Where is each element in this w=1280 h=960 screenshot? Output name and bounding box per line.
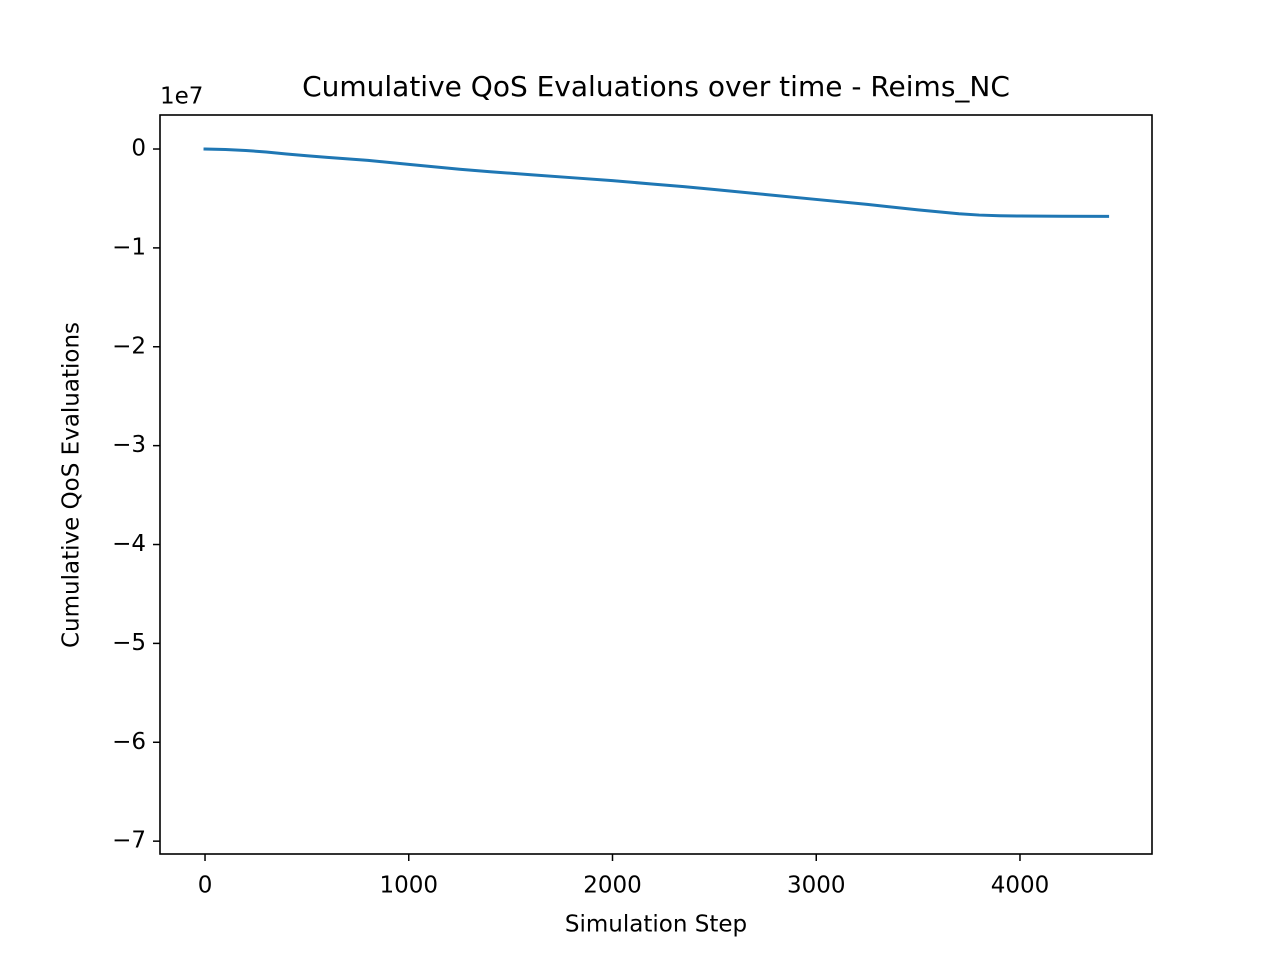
- y-axis-label: Cumulative QoS Evaluations: [59, 322, 85, 648]
- x-axis-label: Simulation Step: [565, 912, 747, 938]
- x-tick-label: 1000: [379, 873, 438, 899]
- x-tick-label: 2000: [583, 873, 642, 899]
- x-tick-label: 0: [198, 873, 213, 899]
- y-offset-text: 1e7: [160, 84, 203, 110]
- y-tick-label: −7: [112, 828, 146, 854]
- x-tick-label: 4000: [991, 873, 1050, 899]
- chart-title: Cumulative QoS Evaluations over time - R…: [302, 70, 1010, 103]
- y-tick-label: −3: [112, 432, 146, 458]
- y-tick-label: −5: [112, 630, 146, 656]
- data-line: [203, 147, 1110, 218]
- y-tick-label: 0: [131, 136, 146, 162]
- y-tick-label: −4: [112, 531, 146, 557]
- y-tick-label: −2: [112, 333, 146, 359]
- y-tick-label: −6: [112, 729, 146, 755]
- plot-frame: [159, 114, 1153, 855]
- x-tick-label: 3000: [787, 873, 846, 899]
- y-tick-label: −1: [112, 234, 146, 260]
